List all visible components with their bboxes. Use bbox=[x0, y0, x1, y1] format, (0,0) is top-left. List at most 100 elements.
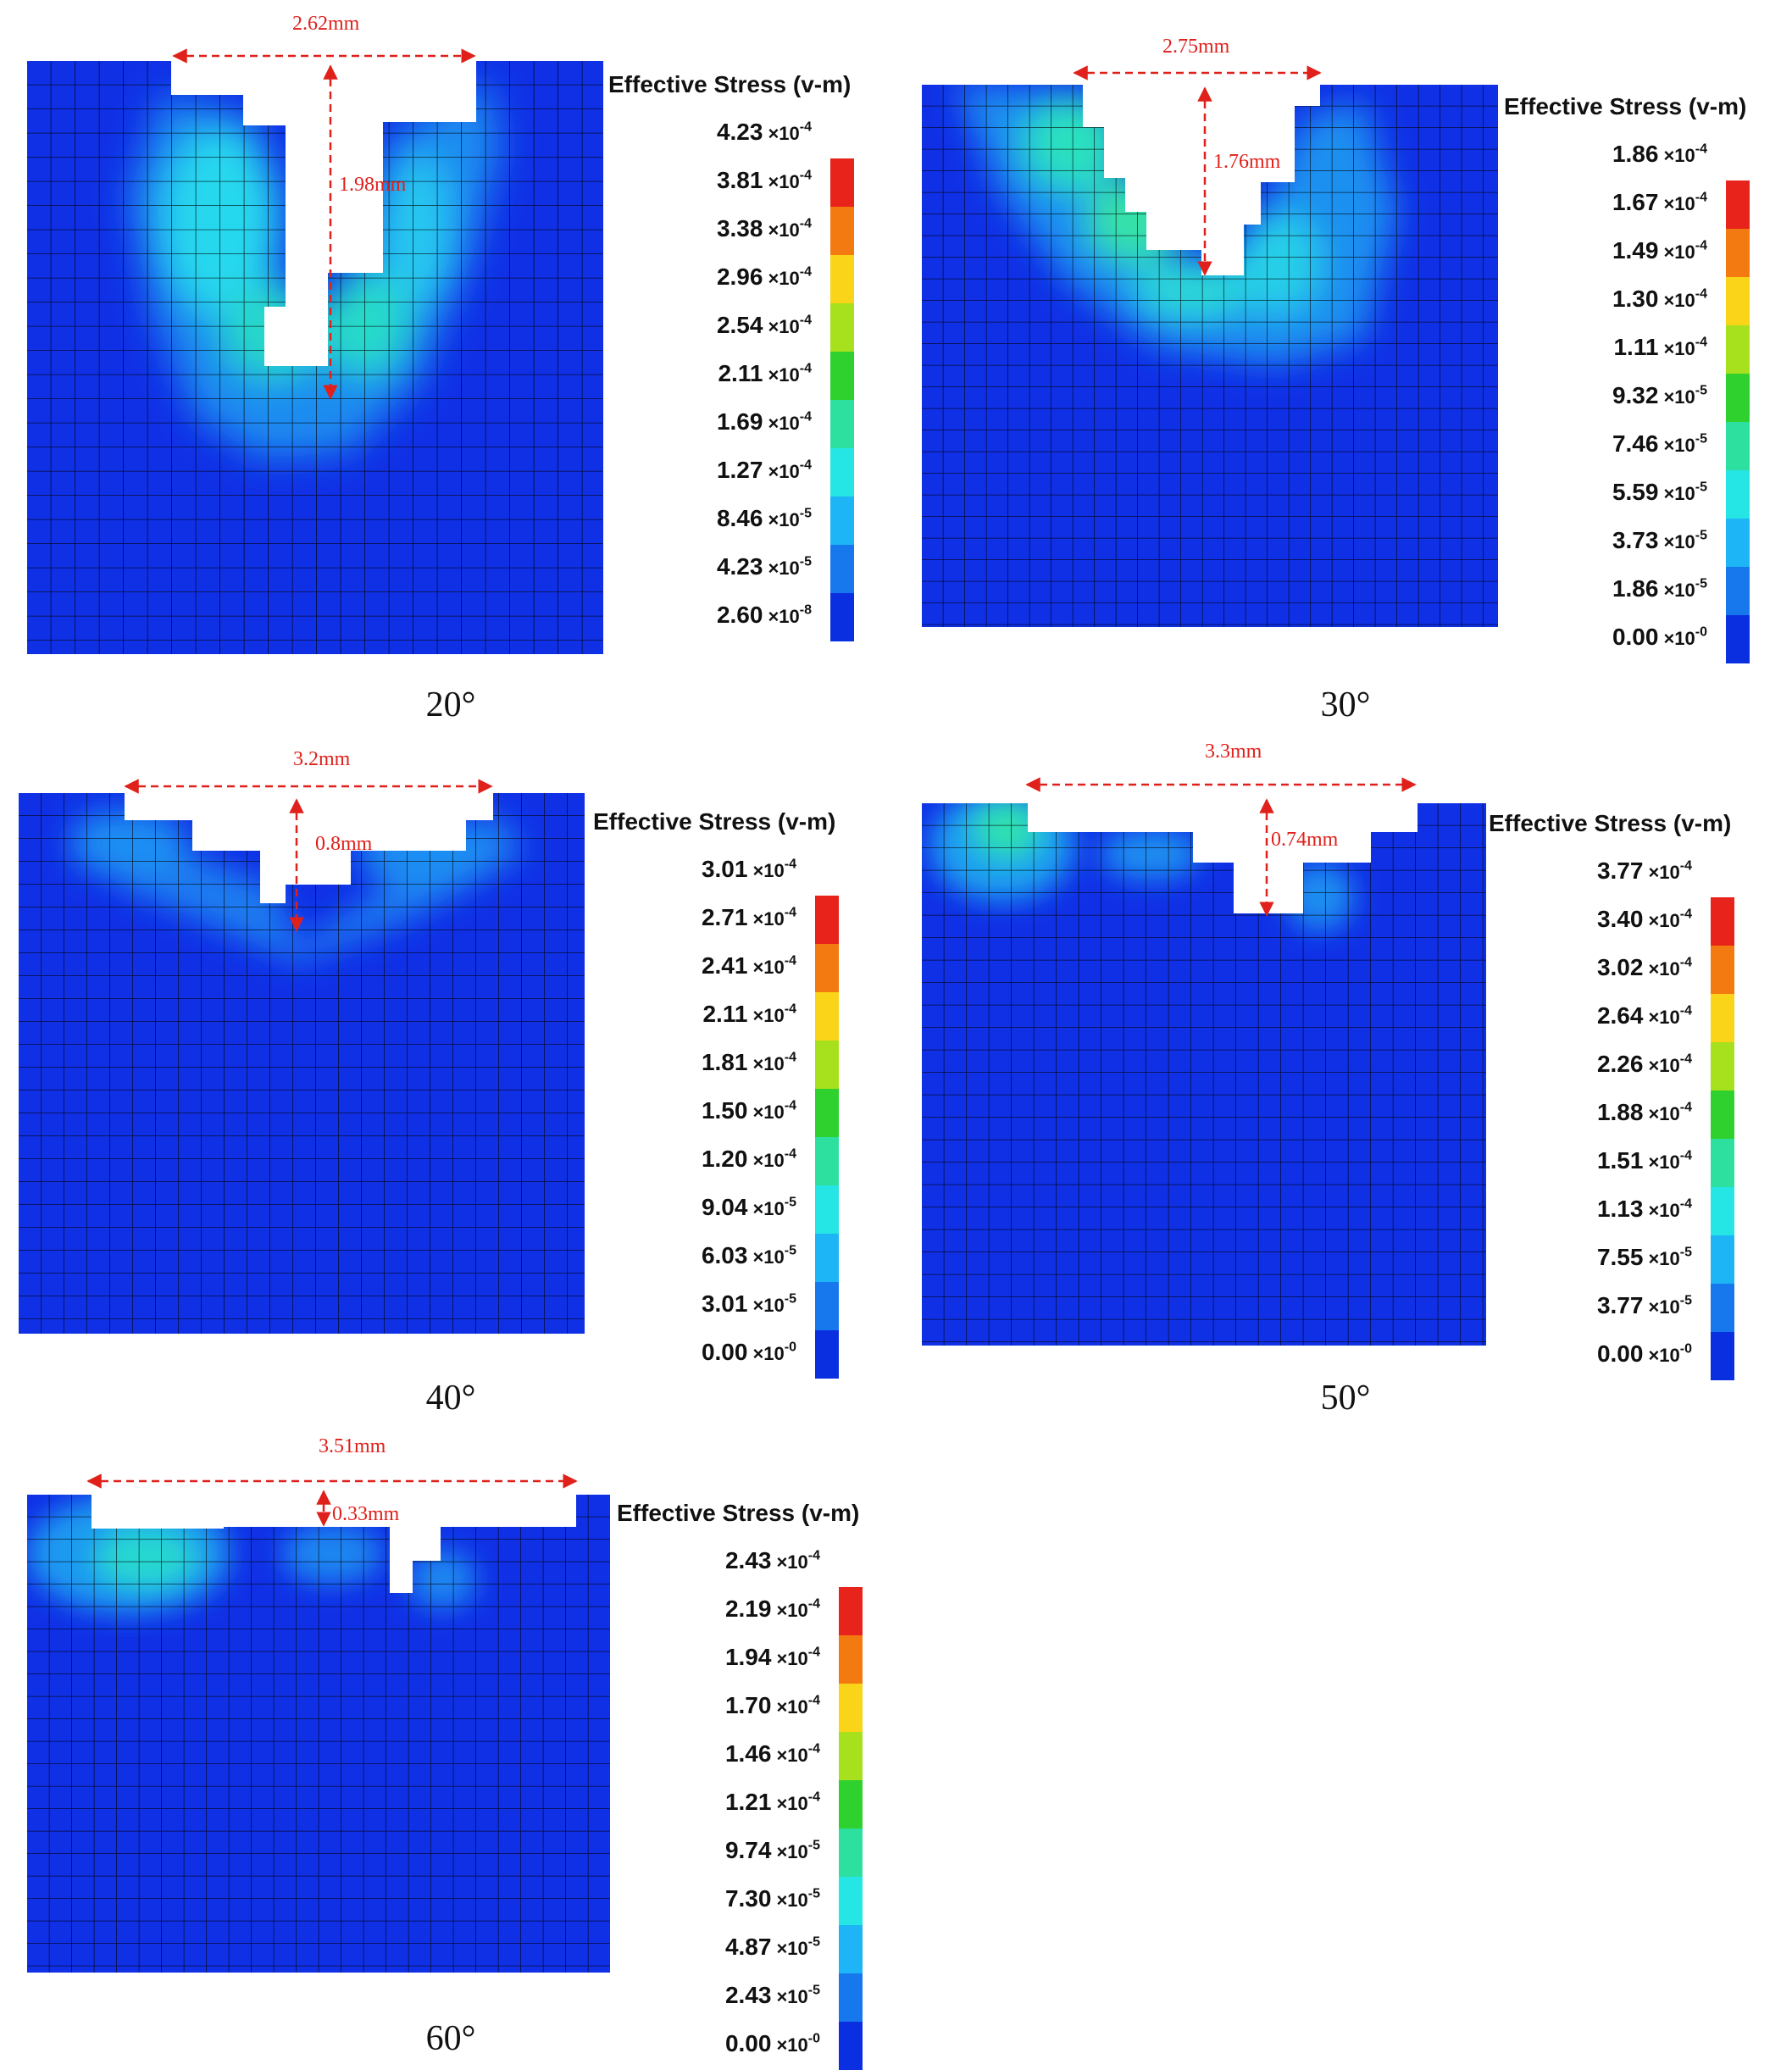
legend-tick-label: 1.46 ×10-4 bbox=[724, 1740, 820, 1767]
stress-field-50 bbox=[922, 803, 1486, 1346]
legend-title: Effective Stress (v-m) bbox=[1504, 93, 1747, 119]
color-scale-bar bbox=[839, 1586, 863, 2070]
legend-tick-label: 1.13 ×10-4 bbox=[1596, 1196, 1692, 1222]
color-scale-segment bbox=[1711, 1041, 1734, 1090]
legend-title: Effective Stress (v-m) bbox=[593, 808, 836, 835]
legend-tick-label: 7.55 ×10-5 bbox=[1596, 1244, 1692, 1270]
color-scale-segment bbox=[830, 302, 854, 352]
color-scale-segment bbox=[815, 991, 839, 1041]
groove-width-label: 3.3mm bbox=[1205, 741, 1262, 763]
color-scale-segment bbox=[1726, 518, 1750, 567]
color-scale-segment bbox=[1726, 180, 1750, 229]
legend-tick-label: 1.51 ×10-4 bbox=[1596, 1147, 1692, 1174]
color-scale-segment bbox=[1711, 1283, 1734, 1332]
groove-width-label: 3.2mm bbox=[293, 748, 351, 770]
legend-tick-label: 0.00 ×10-0 bbox=[1596, 1340, 1692, 1367]
stress-field-30 bbox=[922, 85, 1498, 627]
color-scale-bar bbox=[1726, 180, 1750, 663]
color-scale-segment bbox=[830, 254, 854, 303]
legend-tick-label: 1.86 ×10-5 bbox=[1612, 575, 1707, 602]
color-scale-segment bbox=[1726, 276, 1750, 325]
legend-tick-label: 1.69 ×10-4 bbox=[716, 408, 812, 435]
legend-tick-label: 6.03 ×10-5 bbox=[701, 1242, 796, 1268]
color-scale-segment bbox=[1726, 421, 1750, 470]
color-scale-segment bbox=[815, 1281, 839, 1330]
legend-tick-label: 4.23 ×10-5 bbox=[716, 553, 812, 580]
color-scale-segment bbox=[1711, 1186, 1734, 1235]
stress-field-40 bbox=[19, 793, 585, 1334]
legend-tick-label: 1.88 ×10-4 bbox=[1596, 1099, 1692, 1125]
color-scale-segment bbox=[830, 496, 854, 545]
legend-tick-label: 2.19 ×10-4 bbox=[724, 1596, 820, 1622]
color-scale-bar bbox=[830, 158, 854, 641]
color-scale-segment bbox=[839, 1779, 863, 1829]
legend-tick-label: 4.23 ×10-4 bbox=[716, 119, 812, 145]
legend-tick-label: 5.59 ×10-5 bbox=[1612, 479, 1707, 505]
legend-tick-label: 1.21 ×10-4 bbox=[724, 1789, 820, 1815]
legend-40: Effective Stress (v-m) 3.01 ×10-4 2.71 ×10-… bbox=[593, 808, 864, 1379]
color-scale-segment bbox=[815, 1136, 839, 1185]
legend-tick-label: 3.01 ×10-5 bbox=[701, 1290, 796, 1317]
legend-tick-label: 3.77 ×10-4 bbox=[1596, 857, 1692, 884]
groove-width-label: 2.62mm bbox=[292, 13, 360, 35]
color-scale-segment bbox=[1711, 1090, 1734, 1139]
color-scale-segment bbox=[839, 1876, 863, 1925]
legend-tick-label: 3.77 ×10-5 bbox=[1596, 1292, 1692, 1318]
legend-tick-label: 1.94 ×10-4 bbox=[724, 1644, 820, 1670]
legend-tick-label: 9.74 ×10-5 bbox=[724, 1837, 820, 1863]
legend-tick-label: 2.41 ×10-4 bbox=[701, 952, 796, 979]
legend-tick-label: 8.46 ×10-5 bbox=[716, 505, 812, 531]
groove-depth-label: 0.74mm bbox=[1271, 829, 1339, 851]
groove-width-label: 2.75mm bbox=[1162, 36, 1230, 58]
legend-tick-label: 1.20 ×10-4 bbox=[701, 1146, 796, 1172]
legend-tick-label: 2.43 ×10-5 bbox=[724, 1982, 820, 2008]
color-scale-segment bbox=[815, 943, 839, 992]
caption-40: 40° bbox=[425, 1379, 476, 1418]
color-scale-segment bbox=[1711, 1235, 1734, 1284]
legend-50: Effective Stress (v-m) 3.77 ×10-4 3.40 ×10-… bbox=[1489, 810, 1760, 1380]
legend-tick-label: 1.86 ×10-4 bbox=[1612, 141, 1707, 167]
legend-tick-label: 4.87 ×10-5 bbox=[724, 1934, 820, 1960]
caption-30: 30° bbox=[1320, 685, 1371, 724]
groove-depth-label: 1.76mm bbox=[1213, 151, 1281, 173]
color-scale-segment bbox=[1726, 228, 1750, 277]
color-scale-segment bbox=[815, 1329, 839, 1379]
stress-field-20 bbox=[27, 61, 603, 654]
color-scale-segment bbox=[839, 1731, 863, 1780]
color-scale-segment bbox=[1726, 325, 1750, 374]
legend-tick-label: 1.27 ×10-4 bbox=[716, 457, 812, 483]
caption-60: 60° bbox=[425, 2019, 476, 2058]
color-scale-segment bbox=[1726, 373, 1750, 422]
color-scale-segment bbox=[1711, 1138, 1734, 1187]
legend-tick-label: 3.73 ×10-5 bbox=[1612, 527, 1707, 553]
color-scale-segment bbox=[815, 895, 839, 944]
legend-tick-label: 3.40 ×10-4 bbox=[1596, 906, 1692, 932]
color-scale-segment bbox=[839, 1828, 863, 1877]
legend-tick-label: 3.01 ×10-4 bbox=[701, 856, 796, 882]
color-scale-segment bbox=[839, 2021, 863, 2070]
legend-tick-label: 2.11 ×10-4 bbox=[718, 360, 812, 386]
color-scale-segment bbox=[815, 1233, 839, 1282]
legend-tick-label: 3.81 ×10-4 bbox=[716, 167, 812, 193]
legend-tick-label: 0.00 ×10-0 bbox=[1612, 624, 1707, 650]
color-scale-segment bbox=[839, 1924, 863, 1973]
color-scale-segment bbox=[815, 1088, 839, 1137]
caption-50: 50° bbox=[1320, 1379, 1371, 1418]
color-scale-segment bbox=[830, 544, 854, 593]
legend-tick-label: 7.46 ×10-5 bbox=[1612, 430, 1707, 457]
legend-tick-label: 3.38 ×10-4 bbox=[716, 215, 812, 241]
color-scale-segment bbox=[815, 1040, 839, 1089]
stress-field-60 bbox=[27, 1495, 610, 1973]
legend-tick-label: 2.71 ×10-4 bbox=[701, 904, 796, 930]
color-scale-segment bbox=[1711, 896, 1734, 946]
color-scale-segment bbox=[839, 1634, 863, 1684]
color-scale-segment bbox=[1711, 1331, 1734, 1380]
color-scale-segment bbox=[830, 351, 854, 400]
legend-tick-label: 2.60 ×10-8 bbox=[716, 602, 812, 628]
color-scale-segment bbox=[1726, 614, 1750, 663]
legend-title: Effective Stress (v-m) bbox=[608, 71, 852, 97]
groove-depth-label: 0.33mm bbox=[332, 1503, 400, 1525]
legend-tick-label: 2.43 ×10-4 bbox=[724, 1547, 820, 1573]
legend-tick-label: 7.30 ×10-5 bbox=[724, 1885, 820, 1912]
color-scale-segment bbox=[839, 1683, 863, 1732]
